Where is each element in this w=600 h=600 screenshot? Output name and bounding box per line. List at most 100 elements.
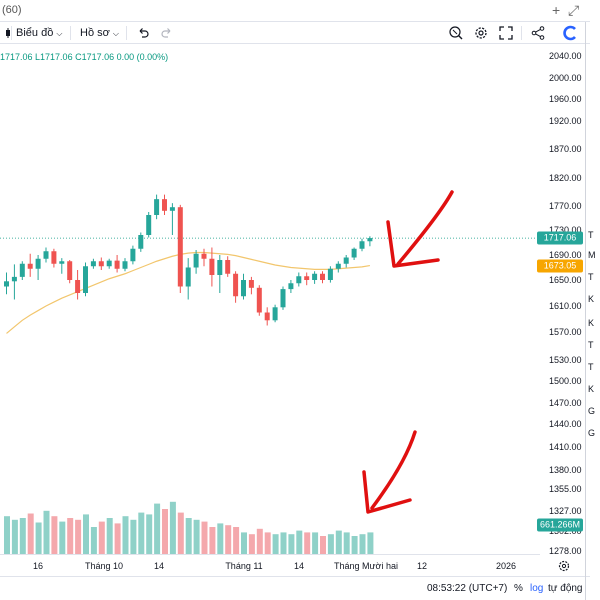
volume-bar [83,514,89,554]
chart-type-icon[interactable] [4,25,12,41]
candle-body [256,287,262,313]
volume-bar [185,518,192,554]
time-axis-label: Tháng 11 [225,561,263,571]
candle-body [27,263,33,269]
ma-price-tag: 1673.05 [537,259,583,273]
candle-body [83,266,88,293]
price-axis[interactable]: 1278.001302.001327.001355.001380.001410.… [535,44,585,556]
chart-menu-label: Biểu đồ [16,27,54,39]
annotation-arrowhead-price [386,220,440,268]
toolbar-divider [70,26,71,40]
candle-body [59,261,65,264]
settings-icon[interactable] [473,25,489,41]
candle-body [130,248,136,262]
candle-body [343,257,349,264]
toolbar-divider [521,26,522,40]
candle-body [241,280,246,297]
candle-body [248,280,254,288]
candle-body [146,215,152,235]
volume-bar [335,530,342,554]
volume-bar [146,514,153,554]
clock-time[interactable]: 08:53:22 (UTC+7) [427,583,508,594]
side-panel-item[interactable]: G [588,406,596,416]
window-title: (60) [2,4,22,16]
log-scale-toggle[interactable]: log [530,583,544,594]
candle-body [264,312,270,321]
volume-bar [264,532,271,554]
candle-body [177,207,183,287]
redo-icon[interactable] [160,25,174,41]
price-axis-label: 1650.00 [549,275,582,285]
candlestick-chart [0,190,535,554]
volume-bar [19,518,26,554]
volume-bar [67,518,74,554]
ohlc-legend: 1717.06 L1717.06 C1717.06 0.00 (0.00%) [0,52,169,62]
volume-bar [169,501,176,554]
volume-bar [98,521,105,554]
volume-bar [11,519,18,554]
side-panel-item[interactable]: K [588,294,595,304]
candle-body [312,273,318,280]
side-panel-item[interactable]: T [588,230,594,240]
candle-body [19,263,25,277]
volume-bar [43,510,50,554]
profile-menu-label: Hồ sơ [80,27,110,39]
chart-menu-button[interactable]: Biểu đồ ⌵ [16,25,62,41]
side-panel-item[interactable]: G [588,428,596,438]
volume-bar [233,527,240,554]
percent-scale-toggle[interactable]: % [514,583,523,594]
volume-bar [193,519,200,554]
candle-body [225,260,231,274]
price-axis-label: 1327.00 [549,506,582,516]
annotation-arrow-price [396,190,454,266]
undo-icon[interactable] [136,25,150,41]
price-axis-label: 1920.00 [549,116,582,127]
candle-body [335,263,341,269]
volume-bar [327,534,334,554]
time-axis[interactable]: 16 Tháng 10 14 Tháng 11 14 Tháng Mười hai 12 20… [0,554,540,576]
side-panel-item[interactable]: T [588,272,594,282]
volume-bar [27,513,34,554]
chart-toolbar: Biểu đồ ⌵ Hồ sơ ⌵ [0,22,590,44]
volume-bar [288,534,295,554]
price-axis-label: 1820.00 [549,172,582,183]
bottom-bar: 08:53:22 (UTC+7) % log tự động [0,576,590,600]
side-panel-item[interactable]: K [588,318,595,328]
chart-area[interactable] [0,44,535,554]
candle-body [320,273,325,280]
volume-bar [106,518,113,554]
price-axis-label: 1278.00 [549,546,582,556]
price-axis-label: 1470.00 [549,397,582,408]
share-icon[interactable] [530,25,546,41]
new-tab-button[interactable]: + [552,2,561,18]
volume-bar [154,503,161,554]
side-panel-item[interactable]: M [588,250,596,260]
side-panel-item[interactable]: T [588,340,594,350]
candle-body [288,283,294,290]
volume-bar [130,519,137,554]
side-panel-item[interactable]: K [588,384,595,394]
volume-bar [343,532,350,554]
candle-body [367,238,373,242]
volume-bar [241,532,247,554]
candle-body [162,199,167,211]
screenshot-icon[interactable] [448,25,464,41]
volume-bar [177,512,184,554]
chevron-down-icon: ⌵ [112,29,119,38]
candle-body [114,260,120,269]
popout-icon[interactable]: ⤢ [568,2,580,18]
volume-bar [351,536,358,554]
candle-body [106,260,112,267]
auto-scale-toggle[interactable]: tự động [548,583,583,594]
candle-body [154,199,160,215]
profile-menu-button[interactable]: Hồ sơ ⌵ [80,25,119,41]
candle-body [327,268,333,280]
brand-logo-icon[interactable] [562,25,580,41]
volume-bar [209,527,216,554]
volume-bar [359,534,366,554]
axis-settings-icon[interactable] [557,559,571,573]
side-panel-item[interactable]: T [588,362,594,372]
candle-body [122,261,128,269]
fullscreen-icon[interactable] [498,25,514,41]
candle-body [272,307,278,321]
